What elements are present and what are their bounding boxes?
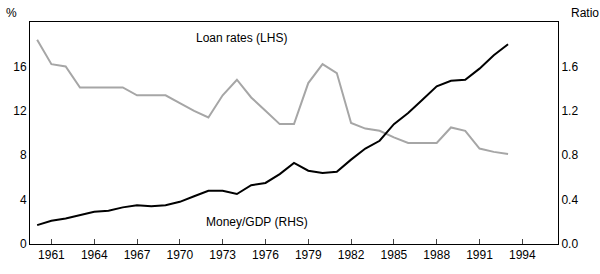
- svg-text:1970: 1970: [166, 248, 193, 262]
- svg-text:1967: 1967: [124, 248, 151, 262]
- svg-text:1961: 1961: [38, 248, 65, 262]
- svg-text:1988: 1988: [423, 248, 450, 262]
- svg-text:0.0: 0.0: [561, 237, 578, 251]
- svg-text:1.6: 1.6: [561, 60, 578, 74]
- svg-text:%: %: [6, 6, 17, 20]
- svg-text:16: 16: [13, 60, 27, 74]
- svg-text:1.2: 1.2: [561, 104, 578, 118]
- svg-text:1985: 1985: [381, 248, 408, 262]
- svg-text:Ratio: Ratio: [571, 6, 599, 20]
- svg-text:0: 0: [20, 237, 27, 251]
- svg-text:1991: 1991: [466, 248, 493, 262]
- svg-text:4: 4: [20, 193, 27, 207]
- svg-text:1976: 1976: [252, 248, 279, 262]
- svg-text:Money/GDP (RHS): Money/GDP (RHS): [206, 215, 308, 229]
- svg-text:Loan rates (LHS): Loan rates (LHS): [196, 31, 287, 45]
- svg-text:1994: 1994: [509, 248, 536, 262]
- svg-text:1964: 1964: [81, 248, 108, 262]
- svg-text:8: 8: [20, 148, 27, 162]
- svg-text:0.4: 0.4: [561, 193, 578, 207]
- svg-text:0.8: 0.8: [561, 148, 578, 162]
- svg-text:1973: 1973: [209, 248, 236, 262]
- svg-text:12: 12: [13, 104, 27, 118]
- svg-text:1982: 1982: [338, 248, 365, 262]
- svg-text:1979: 1979: [295, 248, 322, 262]
